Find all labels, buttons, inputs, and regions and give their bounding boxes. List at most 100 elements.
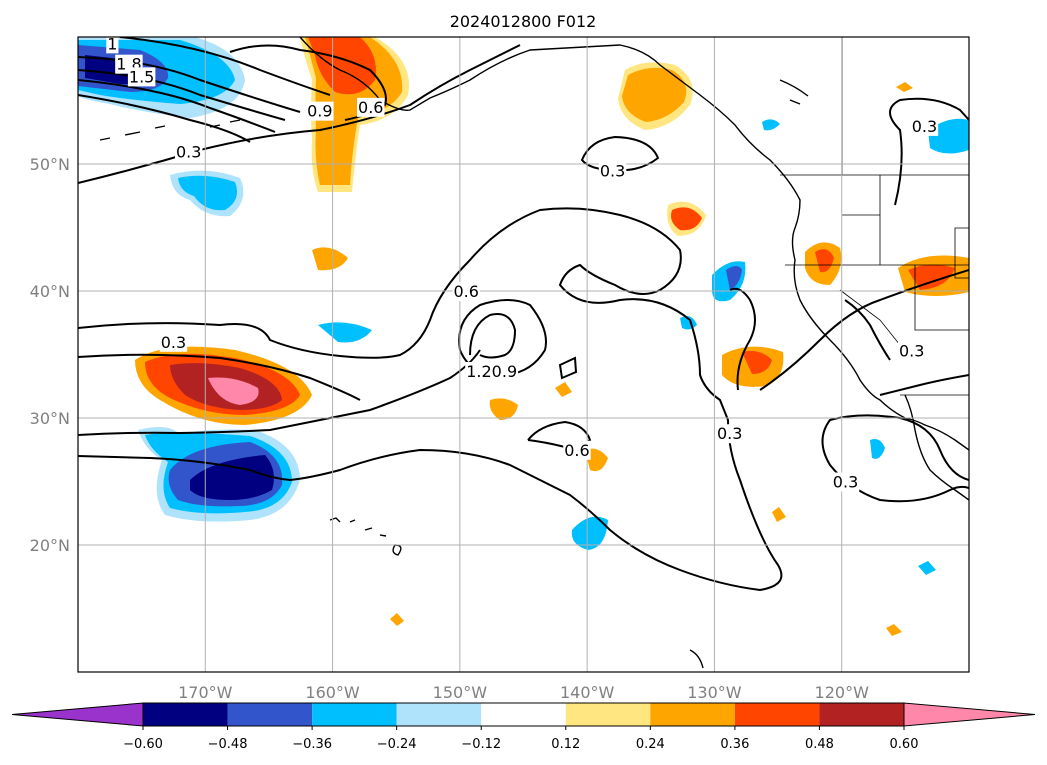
negative-region-small-10 xyxy=(762,119,780,131)
contour-label-bg xyxy=(106,37,119,54)
contour-label: 0.9 xyxy=(492,362,517,381)
contour-line xyxy=(78,353,361,401)
colorbar-tick-label: −0.48 xyxy=(208,737,248,752)
positive-region-small-14 xyxy=(886,624,902,636)
contour-label: 0.6 xyxy=(358,98,383,117)
positive-region-baja-offshore-core xyxy=(742,351,772,374)
lon-tick-label: 170°W xyxy=(178,683,233,702)
negative-region-west-central-min xyxy=(190,455,274,500)
contour-line xyxy=(78,349,481,436)
positive-region-se-alaska-core xyxy=(622,67,687,122)
colorbar-segment xyxy=(565,703,651,726)
contour-label-bg xyxy=(563,440,591,460)
positive-region-small-7 xyxy=(585,448,608,472)
negative-region-small-8 xyxy=(571,516,608,550)
contour-line xyxy=(527,420,592,449)
positive-region-great-basin-core xyxy=(908,264,955,290)
longitude-tick-labels: 170°W 160°W 150°W 140°W 130°W 120°W xyxy=(178,683,869,702)
contour-label: 0.9 xyxy=(307,102,332,121)
contour-line xyxy=(879,374,969,396)
colorbar-segment xyxy=(734,703,820,726)
contour-label-bg xyxy=(715,424,744,444)
colorbar-segment xyxy=(312,703,397,726)
lat-tick-label: 20°N xyxy=(30,536,70,555)
positive-region-small-6 xyxy=(555,382,572,397)
contour-label-bg xyxy=(306,101,334,121)
contour-label: 0.3 xyxy=(161,333,186,352)
contour-label: 0.3 xyxy=(717,424,742,443)
contour-line xyxy=(469,313,517,359)
contour-label: 1.2 xyxy=(466,362,491,381)
positive-region-small-2-core xyxy=(671,207,702,231)
contour-label: 0.3 xyxy=(600,161,625,180)
contour-label-bg xyxy=(159,332,188,352)
positive-region-small-9 xyxy=(896,82,913,92)
negative-region-small-11 xyxy=(870,439,885,459)
contour-line xyxy=(558,356,578,380)
colorbar-segment xyxy=(143,703,228,726)
contour-line xyxy=(78,44,521,184)
contour-label: 0.3 xyxy=(176,142,201,161)
colorbar-tick-label: −0.60 xyxy=(123,737,163,752)
contour-label: 1 xyxy=(107,34,117,53)
contour-line xyxy=(119,37,331,96)
contour-line xyxy=(729,287,756,391)
contour-label: 1.5 xyxy=(129,67,154,86)
colorbar-extend-low xyxy=(11,702,144,727)
lat-tick-label: 50°N xyxy=(30,155,70,174)
negative-region-small-3 xyxy=(318,322,372,343)
contour-line xyxy=(821,414,969,503)
colorbar-segment xyxy=(650,703,735,726)
colorbar-tick-label: 0.60 xyxy=(890,737,919,752)
contour-label: 0.3 xyxy=(912,117,937,136)
contour-line xyxy=(759,269,969,391)
latitude-tick-labels: 50°N 40°N 30°N 20°N xyxy=(30,155,70,555)
colorbar-segment xyxy=(396,703,482,726)
colorbar-tick-label: −0.24 xyxy=(377,737,417,752)
contour-label-bg xyxy=(910,116,939,136)
colorbar-tick-labels: −0.60 −0.48 −0.36 −0.24 −0.12 0.12 0.24 0.36 0.4… xyxy=(123,726,918,752)
contour-line xyxy=(844,299,891,361)
lon-tick-label: 150°W xyxy=(433,683,488,702)
contour-line xyxy=(889,97,969,206)
contour-label-bg xyxy=(452,282,480,301)
contour-label-bg xyxy=(831,472,860,492)
contour-label-bg xyxy=(175,142,203,162)
positive-region-small-13 xyxy=(390,613,404,626)
contour-label-bg xyxy=(897,341,926,361)
contour-label: 0.6 xyxy=(453,282,478,301)
colorbar-segment xyxy=(227,703,313,726)
contour-line xyxy=(78,207,783,592)
colorbar-tick-label: 0.12 xyxy=(551,737,580,752)
colorbar-segment xyxy=(819,703,904,726)
colorbar-segment xyxy=(481,703,566,726)
map-frame xyxy=(77,36,970,673)
lat-tick-label: 40°N xyxy=(30,282,70,301)
colorbar-frame xyxy=(142,702,905,727)
gridlines xyxy=(78,37,969,672)
map-area: 11.81.50.9 0.60.30.30.60.31.2 0.90.60.30.3… xyxy=(78,34,969,672)
contour-label: 0.3 xyxy=(833,473,858,492)
negative-region-aleutian-core xyxy=(178,175,238,211)
positive-region-small-5 xyxy=(489,398,518,420)
colorbar-tick-label: 0.36 xyxy=(720,737,749,752)
lat-tick-label: 30°N xyxy=(30,409,70,428)
colorbar xyxy=(11,702,1036,727)
positive-region-central-max xyxy=(208,377,259,405)
colorbar-tick-label: 0.48 xyxy=(805,737,834,752)
lon-tick-label: 160°W xyxy=(305,683,360,702)
lon-tick-label: 130°W xyxy=(687,683,742,702)
negative-region-canada xyxy=(928,118,969,154)
negative-region-small-15 xyxy=(918,561,936,575)
lon-tick-label: 120°W xyxy=(815,683,870,702)
positive-region-california-core xyxy=(815,249,834,273)
chart-title: 2024012800 F012 xyxy=(450,12,597,31)
contour-label-bg xyxy=(598,161,627,181)
contour-label-bg xyxy=(127,67,156,87)
contour-label-bg xyxy=(465,362,493,382)
contour-line xyxy=(78,69,286,121)
colorbar-tick-label: −0.12 xyxy=(461,737,501,752)
colorbar-tick-label: 0.24 xyxy=(636,737,665,752)
colorbar-tick-label: −0.36 xyxy=(292,737,332,752)
